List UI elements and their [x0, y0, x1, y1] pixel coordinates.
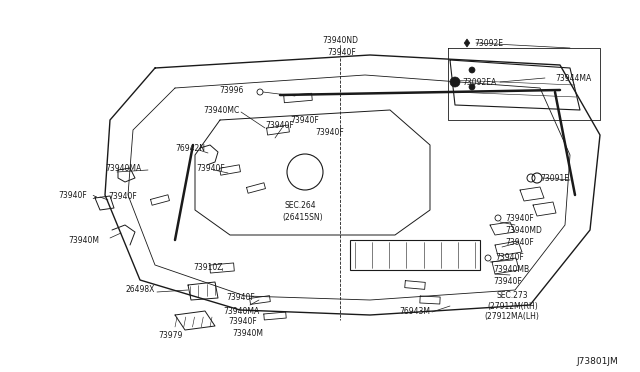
Text: 73940F: 73940F: [226, 294, 255, 302]
Text: 73940F: 73940F: [58, 190, 87, 199]
Text: 73979: 73979: [158, 331, 182, 340]
Text: 73910Z: 73910Z: [193, 263, 223, 273]
Text: 73940F: 73940F: [505, 214, 534, 222]
Text: (27912MA(LH): (27912MA(LH): [484, 312, 539, 321]
Text: 73940M: 73940M: [68, 235, 99, 244]
Text: 73940F: 73940F: [493, 278, 522, 286]
Circle shape: [450, 77, 460, 87]
Text: 73940F: 73940F: [265, 121, 294, 129]
Circle shape: [469, 67, 475, 73]
Text: 73996: 73996: [220, 86, 244, 94]
Text: 73940F: 73940F: [196, 164, 225, 173]
Polygon shape: [464, 39, 470, 47]
Text: 73092E: 73092E: [474, 38, 503, 48]
Text: 26498X: 26498X: [125, 285, 155, 295]
Text: 73940M: 73940M: [232, 328, 263, 337]
Text: 73940F: 73940F: [505, 237, 534, 247]
Bar: [350, 240, 480, 270]
Text: 73940MA: 73940MA: [223, 307, 259, 315]
Circle shape: [469, 84, 475, 90]
Text: 73940F: 73940F: [495, 253, 524, 263]
Text: 73940F: 73940F: [228, 317, 257, 327]
Text: SEC.273: SEC.273: [497, 291, 529, 299]
Text: (27912M(RH): (27912M(RH): [487, 301, 538, 311]
Text: 73944MA: 73944MA: [555, 74, 591, 83]
Text: 73940MB: 73940MB: [493, 266, 529, 275]
Text: 73940MA: 73940MA: [105, 164, 141, 173]
Text: 73940F: 73940F: [290, 115, 319, 125]
Text: J73801JM: J73801JM: [576, 357, 618, 366]
Text: 76943M: 76943M: [399, 308, 430, 317]
Text: 73940MC: 73940MC: [204, 106, 240, 115]
Text: 73091E: 73091E: [540, 173, 569, 183]
Text: 73940F: 73940F: [315, 128, 344, 137]
Text: 73940MD: 73940MD: [505, 225, 542, 234]
Text: 73940ND: 73940ND: [322, 35, 358, 45]
Text: 73092EA: 73092EA: [462, 77, 496, 87]
Text: 73940F: 73940F: [327, 48, 356, 57]
Text: (26415SN): (26415SN): [282, 212, 323, 221]
Text: 73940F: 73940F: [108, 192, 137, 201]
Text: SEC.264: SEC.264: [285, 201, 317, 209]
Text: 76942N: 76942N: [175, 144, 205, 153]
